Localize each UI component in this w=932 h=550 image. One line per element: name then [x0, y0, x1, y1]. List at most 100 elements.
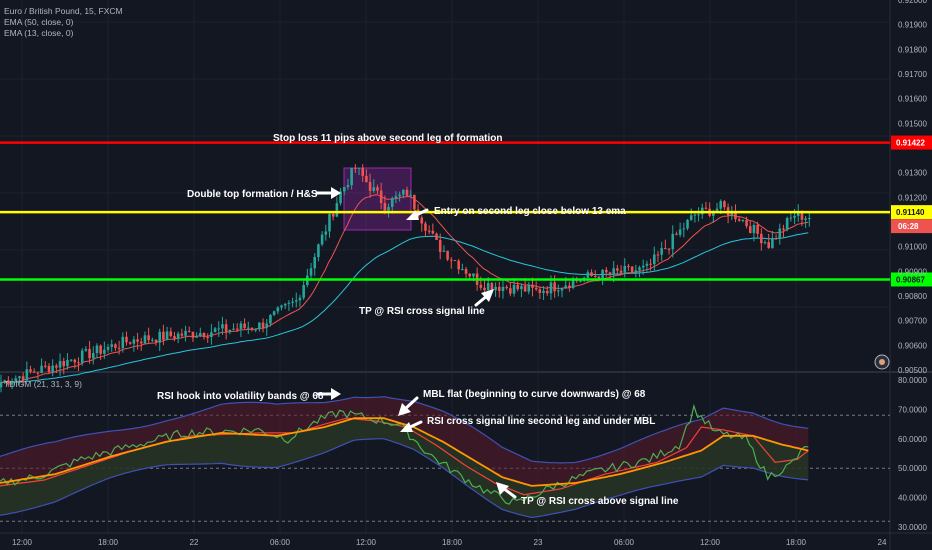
candle: [47, 363, 51, 374]
candle: [14, 375, 18, 383]
candle: [435, 232, 438, 241]
upper-band-line: [0, 396, 809, 464]
candle: [328, 212, 331, 238]
candle: [162, 324, 165, 346]
candle: [501, 278, 505, 299]
candle: [114, 343, 117, 352]
price-tick-label: 0.90900: [898, 267, 927, 276]
indicator-legend[interactable]: TDIGM (21, 31, 3, 9): [4, 379, 82, 389]
candle: [697, 207, 700, 222]
candle: [590, 269, 593, 277]
candle: [0, 374, 3, 393]
tp-rsi-annotation: TP @ RSI cross above signal line: [521, 496, 679, 507]
candle: [294, 292, 298, 308]
tp-price-annotation: TP @ RSI cross signal line: [359, 306, 485, 317]
candle: [117, 340, 121, 355]
candle: [361, 164, 365, 182]
lower-band-line: [0, 438, 809, 519]
candle: [73, 358, 77, 369]
candle: [206, 333, 209, 343]
price-tick-label: 0.91900: [898, 21, 927, 30]
time-tick-label: 12:00: [356, 538, 377, 547]
candle: [313, 253, 317, 276]
ema-13-line: [0, 194, 809, 384]
candle: [32, 368, 36, 373]
candle: [741, 219, 745, 223]
candle: [357, 167, 361, 176]
candle: [748, 221, 752, 234]
candle: [774, 234, 778, 241]
mbl-line: [0, 417, 809, 487]
candle: [789, 213, 793, 222]
arrow-icon: [316, 388, 341, 400]
level-price-badge: 0.91140: [891, 205, 932, 220]
price-tick-label: 0.90800: [898, 292, 927, 301]
candle: [339, 187, 342, 206]
candle: [302, 281, 305, 300]
price-axis[interactable]: 0.92000 0.91900 0.91800 0.91700 0.91600 0.915…: [898, 0, 927, 375]
ema-50-legend[interactable]: EMA (50, close, 0): [4, 17, 74, 27]
candle: [645, 260, 649, 272]
symbol-legend[interactable]: Euro / British Pound, 15, FXCM: [4, 6, 123, 16]
time-tick-label: 18:00: [786, 538, 807, 547]
candle: [630, 265, 634, 273]
candle: [258, 322, 261, 332]
candle: [317, 243, 320, 262]
candle: [431, 223, 435, 235]
candle: [560, 287, 564, 298]
price-tick-label: 0.91600: [898, 95, 927, 104]
candle: [542, 286, 545, 300]
candle: [446, 250, 449, 262]
candle: [217, 321, 221, 338]
candle: [409, 190, 412, 198]
indicator-lines: [0, 403, 809, 505]
annotation-arrows: [315, 187, 517, 499]
candle: [394, 191, 398, 204]
candle: [516, 281, 520, 292]
candle: [494, 282, 497, 297]
price-pane[interactable]: 0.91422 0.91140 0.90867 06:28: [0, 135, 932, 393]
ema-13-legend[interactable]: EMA (13, close, 0): [4, 28, 74, 38]
candle: [291, 297, 294, 308]
horizontal-levels: 0.91422 0.91140 0.90867 06:28: [0, 135, 932, 287]
candle: [280, 304, 283, 311]
candle: [298, 294, 302, 307]
candle: [682, 222, 686, 238]
candle: [616, 264, 619, 275]
candle: [213, 326, 217, 333]
volatility-bands: [0, 396, 809, 519]
indicator-tick-label: 30.0000: [898, 523, 927, 532]
candle: [324, 224, 328, 241]
arrow-icon: [315, 187, 341, 199]
indicator-axis[interactable]: 80.0000 70.0000 60.0000 50.0000 40.0000 30.00…: [898, 376, 927, 532]
candle: [619, 265, 623, 275]
candle: [693, 213, 697, 223]
settings-icon[interactable]: [874, 354, 890, 370]
candle: [785, 216, 789, 232]
time-axis[interactable]: 12:00 18:00 22 06:00 12:00 18:00 23 06:00 12:00 1…: [12, 538, 887, 547]
candle: [767, 233, 771, 249]
indicator-tick-label: 70.0000: [898, 405, 927, 414]
candle: [342, 186, 346, 196]
candle: [246, 321, 250, 335]
time-tick-label: 24: [878, 538, 887, 547]
price-tick-label: 0.91500: [898, 119, 927, 128]
candle: [55, 363, 58, 374]
indicator-pane[interactable]: [0, 396, 890, 522]
candle: [184, 325, 187, 342]
candle: [365, 169, 368, 183]
ema-50-line: [0, 232, 809, 384]
time-tick-label: 18:00: [98, 538, 119, 547]
candle: [778, 223, 782, 245]
candle: [210, 323, 213, 345]
rsi-hook-annotation: RSI hook into volatility bands @ 68: [157, 391, 324, 402]
candle: [545, 285, 549, 296]
candle: [656, 251, 660, 263]
candle: [568, 281, 571, 292]
price-tick-label: 0.90500: [898, 366, 927, 375]
band-lower-fill: [0, 418, 809, 518]
candle: [461, 263, 464, 271]
candle: [235, 323, 239, 333]
candle: [25, 361, 29, 382]
